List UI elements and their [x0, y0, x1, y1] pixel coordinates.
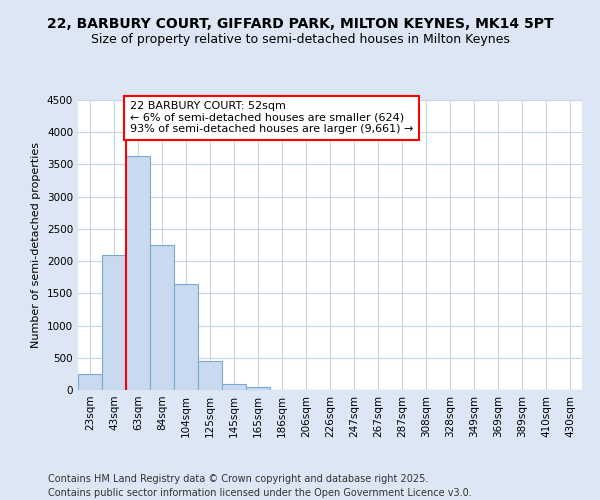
Bar — [222, 384, 246, 390]
Bar — [150, 245, 174, 390]
Text: 22 BARBURY COURT: 52sqm
← 6% of semi-detached houses are smaller (624)
93% of se: 22 BARBURY COURT: 52sqm ← 6% of semi-det… — [130, 102, 413, 134]
Text: Size of property relative to semi-detached houses in Milton Keynes: Size of property relative to semi-detach… — [91, 32, 509, 46]
Bar — [102, 254, 126, 390]
Text: 22, BARBURY COURT, GIFFARD PARK, MILTON KEYNES, MK14 5PT: 22, BARBURY COURT, GIFFARD PARK, MILTON … — [47, 18, 553, 32]
Bar — [198, 361, 222, 390]
Bar — [174, 284, 198, 390]
Bar — [126, 156, 150, 390]
Y-axis label: Number of semi-detached properties: Number of semi-detached properties — [31, 142, 41, 348]
Text: Contains HM Land Registry data © Crown copyright and database right 2025.
Contai: Contains HM Land Registry data © Crown c… — [48, 474, 472, 498]
Bar — [246, 387, 270, 390]
Bar — [78, 374, 102, 390]
